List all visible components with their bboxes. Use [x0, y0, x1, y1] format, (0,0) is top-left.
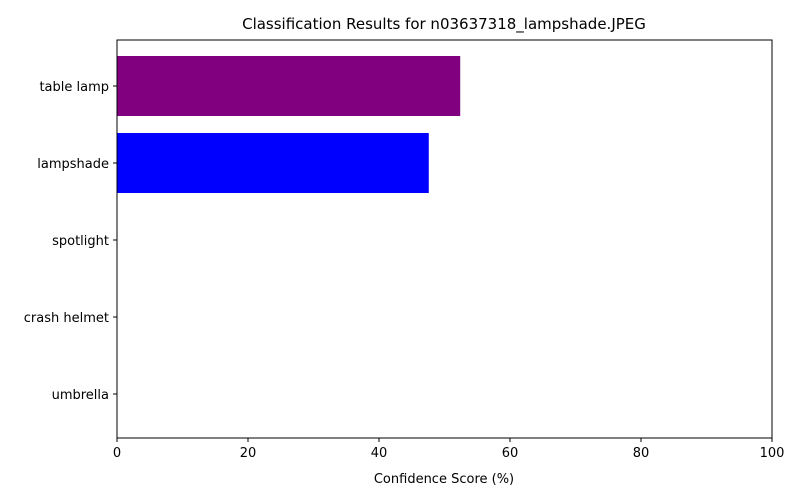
y-tick-label-spotlight: spotlight	[52, 234, 109, 249]
y-tick-label-table-lamp: table lamp	[39, 80, 109, 95]
x-tick-label: 0	[113, 446, 121, 461]
y-tick-label-lampshade: lampshade	[37, 157, 109, 172]
chart-title: Classification Results for n03637318_lam…	[242, 15, 646, 34]
bar-table-lamp	[117, 56, 461, 116]
y-tick-label-umbrella: umbrella	[52, 388, 109, 403]
x-tick-label: 80	[633, 446, 650, 461]
y-tick-label-crash-helmet: crash helmet	[24, 311, 109, 326]
x-tick-label: 100	[760, 446, 785, 461]
x-axis: 0 20 40 60 80 100	[113, 438, 785, 461]
x-tick-label: 20	[240, 446, 257, 461]
x-tick-label: 40	[371, 446, 388, 461]
x-tick-label: 60	[502, 446, 519, 461]
bar-lampshade	[117, 133, 429, 193]
x-axis-label: Confidence Score (%)	[374, 472, 514, 487]
plot-frame	[116, 39, 773, 439]
y-axis: table lamp lampshade spotlight crash helmet…	[24, 80, 117, 403]
bars-group	[117, 56, 461, 193]
